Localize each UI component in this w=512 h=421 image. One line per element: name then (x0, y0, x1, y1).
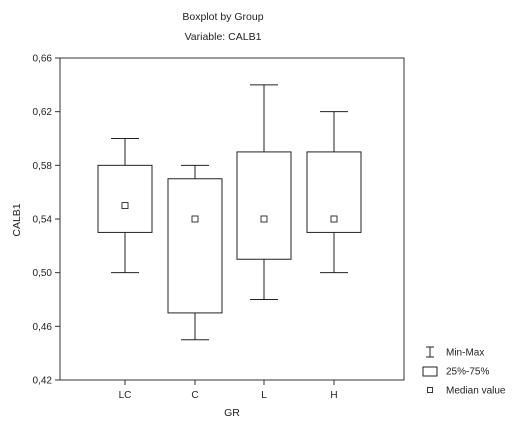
x-tick-label: L (261, 390, 267, 401)
chart-subtitle: Variable: CALB1 (185, 31, 262, 43)
legend-median-marker (427, 387, 433, 393)
iqr-box (97, 164, 153, 233)
y-axis: 0,42 0,46 0,50 0,54 0,58 0,62 0,66 (33, 54, 60, 387)
x-axis-title: GR (224, 407, 240, 419)
iqr-box (167, 178, 223, 314)
median-marker (121, 202, 129, 210)
box-group-c (167, 164, 223, 341)
y-tick-label: 0,66 (33, 54, 53, 65)
median-marker (260, 215, 268, 223)
iqr-box (236, 151, 292, 260)
median-marker (330, 215, 338, 223)
x-axis: LC C L H (119, 380, 338, 401)
box-group-l (236, 84, 292, 300)
box-series (97, 84, 362, 341)
median-marker (191, 215, 199, 223)
chart-title: Boxplot by Group (182, 11, 263, 23)
x-tick-label: LC (119, 390, 132, 401)
y-tick-label: 0,50 (33, 268, 53, 279)
y-tick-label: 0,42 (33, 376, 53, 387)
x-tick-label: C (191, 390, 198, 401)
box-group-lc (97, 138, 153, 274)
y-tick-label: 0,58 (33, 161, 53, 172)
legend-label: Median value (446, 386, 506, 397)
chart-legend: Min-Max 25%-75% Median value (422, 346, 506, 397)
y-tick-label: 0,46 (33, 322, 53, 333)
y-tick-label: 0,62 (33, 107, 53, 118)
legend-box (422, 366, 438, 377)
y-axis-title: CALB1 (11, 203, 23, 236)
y-tick-label: 0,54 (33, 215, 53, 226)
legend-label: Min-Max (446, 348, 484, 359)
box-group-h (306, 111, 362, 274)
x-tick-label: H (330, 390, 337, 401)
legend-label: 25%-75% (446, 367, 489, 378)
